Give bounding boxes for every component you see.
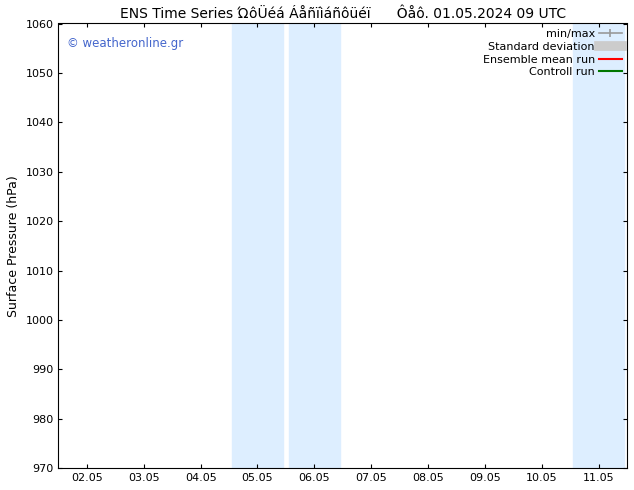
Y-axis label: Surface Pressure (hPa): Surface Pressure (hPa) xyxy=(7,175,20,317)
Bar xyxy=(630,24,634,468)
Bar xyxy=(232,24,283,468)
Bar xyxy=(288,24,340,468)
Text: © weatheronline.gr: © weatheronline.gr xyxy=(67,37,183,50)
Title: ENS Time Series ΏôÜéá Áåñïìáñôüéï      Ôåô. 01.05.2024 09 UTC: ENS Time Series ΏôÜéá Áåñïìáñôüéï Ôåô. 0… xyxy=(120,7,566,21)
Legend: min/max, Standard deviation, Ensemble mean run, Controll run: min/max, Standard deviation, Ensemble me… xyxy=(482,29,621,77)
Bar xyxy=(573,24,624,468)
